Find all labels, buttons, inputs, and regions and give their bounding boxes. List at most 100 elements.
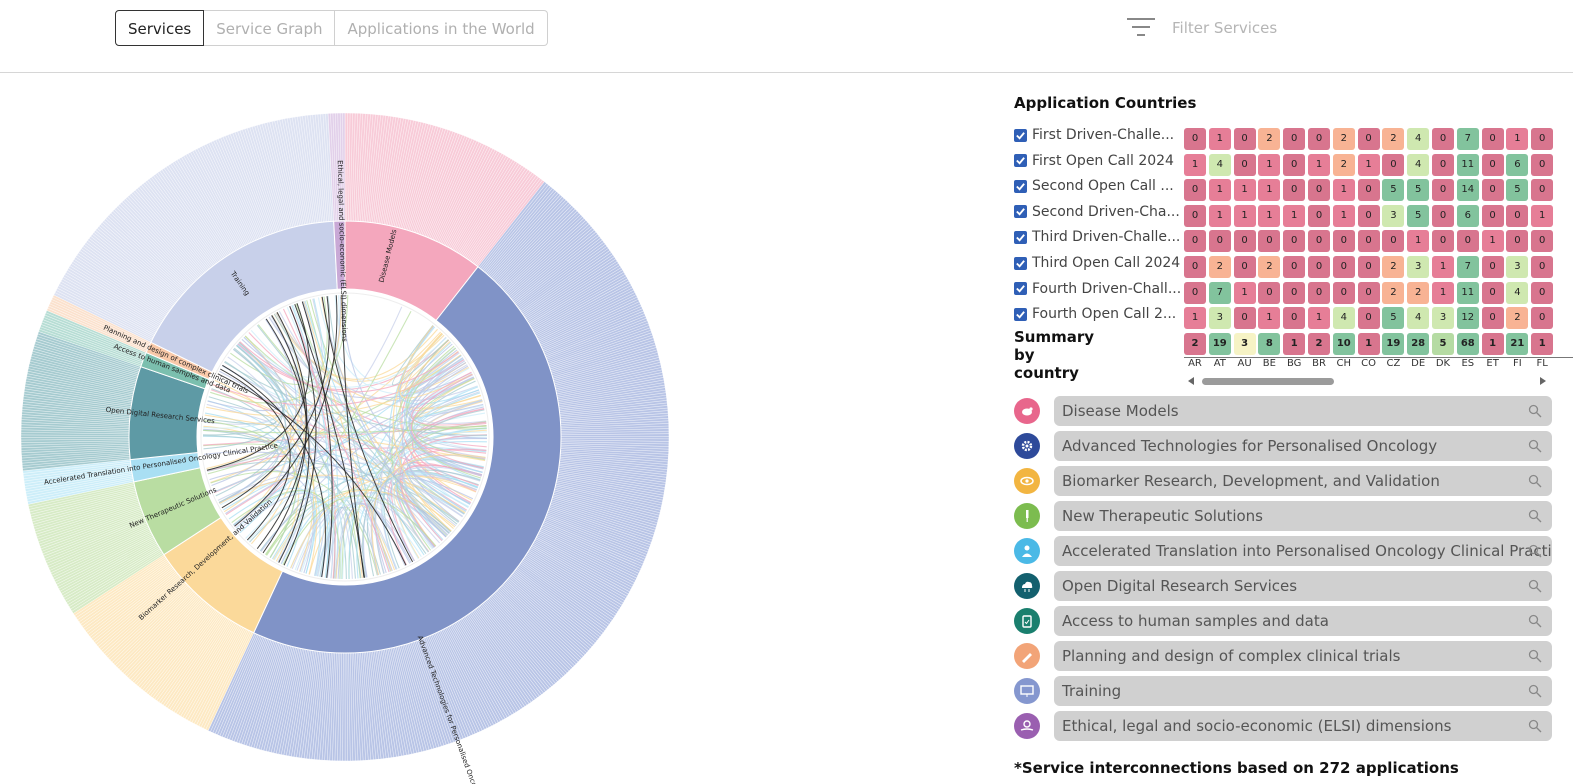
service-slice-line[interactable] [511,574,596,644]
service-slice-line[interactable] [479,183,547,269]
service-slice-line[interactable] [346,113,348,222]
service-filter-button[interactable]: Access to human samples and data [1054,606,1552,636]
service-slice-line[interactable] [139,186,209,271]
heatmap-cell[interactable]: 0 [1357,230,1380,253]
service-slice-line[interactable] [199,147,249,245]
service-slice-line[interactable] [234,132,272,234]
service-slice-line[interactable] [412,642,447,745]
service-slice-line[interactable] [45,312,146,355]
service-slice-line[interactable] [430,139,475,240]
service-slice-line[interactable] [69,265,162,324]
service-slice-line[interactable] [551,498,656,531]
heatmap-cell[interactable]: 11 [1456,153,1479,176]
service-slice-line[interactable] [22,457,131,469]
service-slice-line[interactable] [419,133,458,235]
heatmap-cell[interactable]: 0 [1233,256,1256,278]
service-slice-line[interactable] [558,384,665,403]
service-slice-line[interactable] [438,145,487,243]
row-checkbox[interactable] [1014,205,1027,219]
service-slice-line[interactable] [316,652,327,760]
service-chord[interactable] [268,316,482,477]
heatmap-cell[interactable]: 4 [1332,307,1355,330]
service-slice-line[interactable] [354,113,361,222]
service-slice-line[interactable] [155,173,219,262]
heatmap-summary-cell[interactable]: 19 [1382,332,1405,355]
service-slice-line[interactable] [355,652,361,761]
heatmap-cell[interactable]: 0 [1531,128,1554,150]
service-slice-line[interactable] [353,652,359,761]
service-slice-line[interactable] [320,113,329,222]
service-slice-line[interactable] [559,460,668,473]
service-slice-line[interactable] [434,141,480,241]
service-slice-line[interactable] [424,135,466,237]
service-slice-line[interactable] [553,493,658,524]
service-chord[interactable] [389,477,474,562]
service-slice-line[interactable] [264,123,292,228]
service-slice-line[interactable] [423,637,464,739]
service-slice-line[interactable] [302,115,317,223]
service-slice-line[interactable] [332,113,338,222]
service-slice-line[interactable] [390,120,414,226]
service-slice-line[interactable] [405,125,437,230]
heatmap-cell[interactable]: 0 [1283,230,1306,253]
service-slice-line[interactable] [553,352,658,381]
heatmap-cell[interactable]: 0 [1382,153,1405,176]
service-slice-line[interactable] [559,394,667,410]
service-slice-line[interactable] [244,128,279,232]
service-slice-line[interactable] [187,625,241,721]
service-slice-line[interactable] [72,261,164,321]
service-slice-line[interactable] [547,322,649,362]
service-slice-line[interactable] [389,648,412,755]
service-slice-line[interactable] [470,173,535,262]
service-slice-line[interactable] [523,254,613,316]
service-slice-line[interactable] [506,221,588,295]
service-filter-button[interactable]: New Therapeutic Solutions [1054,501,1552,531]
service-slice-line[interactable] [467,614,530,704]
service-slice-line[interactable] [59,539,156,592]
service-slice-line[interactable] [559,461,667,476]
heatmap-cell[interactable]: 0 [1531,153,1554,176]
service-slice-line[interactable] [429,635,474,735]
heatmap-cell[interactable]: 0 [1332,281,1355,304]
service-slice-line[interactable] [225,135,266,237]
service-slice-line[interactable] [46,520,147,564]
service-slice-line[interactable] [535,285,632,337]
service-slice-line[interactable] [544,313,645,355]
service-slice-line[interactable] [546,515,648,555]
service-slice-line[interactable] [459,162,518,255]
service-slice-line[interactable] [75,557,166,619]
service-chord[interactable] [203,348,284,450]
highlighted-chord[interactable] [220,368,291,541]
heatmap-cell[interactable]: 0 [1432,230,1454,253]
service-slice-line[interactable] [120,592,196,672]
service-slice-line[interactable] [273,647,298,754]
service-slice-line[interactable] [294,116,312,224]
service-filter-button[interactable]: Planning and design of complex clinical … [1054,641,1552,671]
service-slice-line[interactable] [418,639,457,742]
service-chord[interactable] [406,347,487,424]
service-slice-line[interactable] [162,615,225,706]
service-slice-line[interactable] [548,329,652,367]
heatmap-row-label[interactable]: Third Open Call 2024 [1014,252,1180,274]
heatmap-cell[interactable]: 0 [1184,128,1206,150]
service-slice-line[interactable] [559,465,667,481]
service-slice-line[interactable] [168,165,228,257]
heatmap-cell[interactable]: 1 [1208,128,1231,150]
heatmap-cell[interactable]: 1 [1258,179,1281,202]
service-slice-line[interactable] [206,143,253,242]
service-slice-line[interactable] [443,148,494,245]
service-filter-button[interactable]: Disease Models [1054,396,1552,426]
service-chord[interactable] [210,295,349,404]
service-slice-line[interactable] [63,544,158,599]
service-slice-line[interactable] [552,497,657,528]
service-slice-line[interactable] [512,572,597,642]
service-slice-line[interactable] [38,506,141,542]
tab-services[interactable]: Services [115,10,205,46]
service-slice-line[interactable] [549,332,652,368]
legend-item[interactable]: Accelerated Translation into Personalise… [1014,536,1553,571]
heatmap-cell[interactable]: 1 [1308,153,1330,176]
service-slice-line[interactable] [384,649,405,756]
heatmap-cell[interactable]: 0 [1432,128,1454,150]
service-slice-line[interactable] [23,466,132,482]
service-slice-line[interactable] [331,652,337,761]
